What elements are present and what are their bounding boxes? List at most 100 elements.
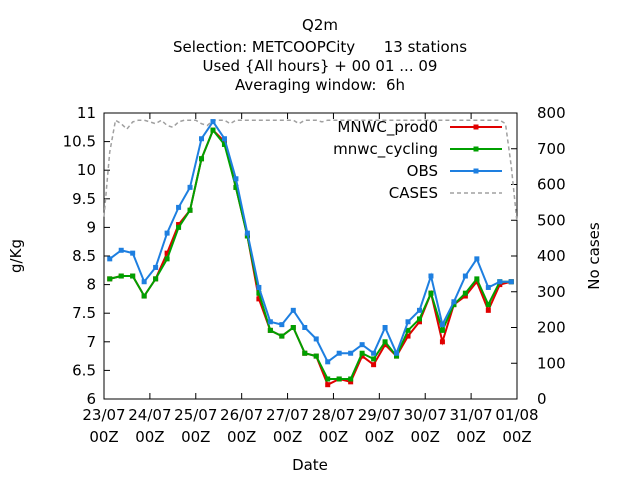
y-tick-label: 11 [77,104,96,122]
data-point [497,279,503,285]
data-point [187,207,193,213]
data-point [164,256,170,262]
data-point [405,327,411,333]
data-point [290,307,296,313]
series-mnwc-cycling [107,127,514,382]
x-tick-label-hour: 00Z [273,428,302,446]
data-point [130,273,136,279]
y2-tick-label: 0 [537,390,547,408]
data-point [313,336,319,342]
legend: MNWC_prod0 mnwc_cycling OBS CASES [333,118,502,202]
data-point [348,350,354,356]
x-tick-label-hour: 00Z [319,428,348,446]
data-point [107,276,113,282]
data-point [382,339,388,345]
data-point [348,379,354,385]
x-tick-label-hour: 00Z [456,428,485,446]
data-point [244,230,250,236]
data-point [164,230,170,236]
x-axis-title: Date [292,456,328,474]
y2-tick-label: 600 [537,176,566,194]
x-tick-label-date: 28/07 [312,406,355,424]
y-tick-label: 7.5 [72,304,96,322]
data-point [221,141,227,147]
legend-marker [473,124,479,130]
data-point [199,156,205,162]
x-tick-label-date: 30/07 [404,406,447,424]
data-point [394,353,400,359]
data-point [474,279,480,285]
data-point [290,325,296,330]
data-point [485,284,491,290]
y-tick-label: 7 [86,333,96,351]
x-tick-label-date: 29/07 [358,406,401,424]
data-point [485,307,491,313]
data-point [462,273,468,279]
legend-marker [473,146,479,152]
y-tick-label: 9.5 [72,190,96,208]
data-point [416,316,422,322]
x-tick-label-date: 26/07 [220,406,263,424]
data-point [382,325,388,330]
data-point [176,204,182,210]
legend-item: OBS [407,162,502,180]
data-point [210,119,216,125]
data-point [336,350,342,356]
data-point [508,279,514,285]
data-point [439,339,445,345]
data-point [359,342,365,348]
legend-item: CASES [389,184,502,202]
data-point [267,319,273,325]
x-axis: 23/07 00Z 24/07 00Z 25/07 00Z 26/07 00Z 27/07 00Z… [82,113,539,446]
x-tick-label-hour: 00Z [411,428,440,446]
y-tick-label: 6.5 [72,361,96,379]
data-point [302,350,308,356]
data-point [107,256,113,262]
x-tick-label-date: 25/07 [174,406,217,424]
data-point [187,184,193,190]
data-point [176,222,182,228]
title-line-2: Selection: METCOOPCity 13 stations [173,38,467,56]
x-tick-label-date: 31/07 [449,406,492,424]
data-point [336,376,342,382]
data-point [325,382,331,388]
series-cases [103,118,518,223]
legend-label: OBS [407,162,438,180]
title-line-3: Used {All hours} + 00 01 ... 09 [203,57,438,75]
chart-title: Q2m Selection: METCOOPCity 13 stations U… [173,16,467,94]
data-point [325,359,331,365]
data-point [359,353,365,359]
data-point [256,284,262,290]
data-point [279,333,285,339]
data-point [451,299,457,305]
y2-tick-label: 700 [537,140,566,158]
x-tick-label-date: 27/07 [266,406,309,424]
y-tick-label: 10 [77,161,96,179]
data-point [416,307,422,313]
data-point [199,136,205,142]
title-line-1: Q2m [302,16,338,34]
y-axis: 6 6.5 7 7.5 8 8.5 9 9.5 10 10.5 11 [63,104,110,408]
x-tick-label-date: 01/08 [495,406,538,424]
data-point [371,356,377,362]
data-point [394,350,400,356]
x-tick-label-date: 24/07 [128,406,171,424]
data-point [153,264,159,270]
data-point [405,319,411,325]
data-point [382,342,388,348]
data-point [267,327,273,333]
y-tick-label: 8 [86,276,96,294]
y-tick-label: 6 [86,390,96,408]
x-tick-label-hour: 00Z [89,428,118,446]
data-point [485,302,491,308]
data-point [302,325,308,330]
data-point [359,350,365,356]
data-point [130,250,136,256]
legend-marker [473,168,479,174]
data-point [474,256,480,262]
y-tick-label: 8.5 [72,247,96,265]
data-point [371,362,377,368]
data-point [439,322,445,328]
y-tick-label: 10.5 [63,133,96,151]
